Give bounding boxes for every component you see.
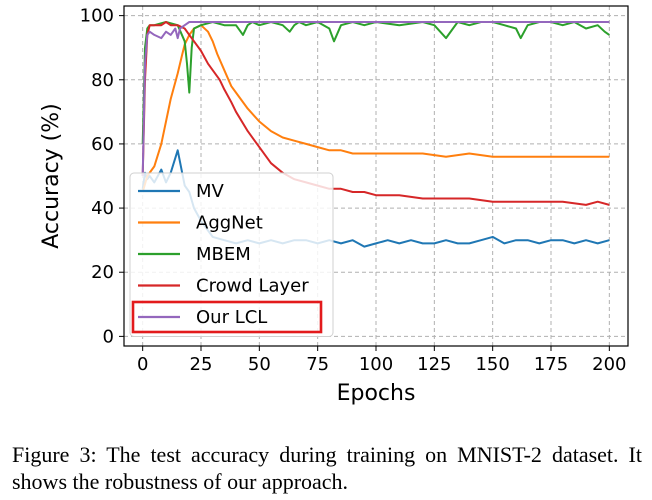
series-line-crowd-layer bbox=[141, 21, 610, 206]
x-tick-label: 175 bbox=[534, 354, 568, 375]
y-ticks: 0 20 40 60 80 100 bbox=[80, 6, 124, 347]
x-tick-label: 25 bbox=[190, 354, 213, 375]
x-tick-label: 100 bbox=[359, 354, 393, 375]
y-axis-title: Accuracy (%) bbox=[39, 103, 64, 249]
series-line-aggnet bbox=[141, 24, 610, 193]
legend-label-mv: MV bbox=[196, 181, 225, 202]
x-tick-label: 75 bbox=[306, 354, 329, 375]
legend-label-crowd-layer: Crowd Layer bbox=[196, 276, 309, 297]
y-tick-label: 80 bbox=[91, 70, 114, 91]
legend-label-mbem: MBEM bbox=[196, 244, 251, 265]
legend-label-our-lcl: Our LCL bbox=[196, 307, 267, 328]
y-tick-label: 100 bbox=[80, 6, 114, 27]
legend-highlight-box bbox=[131, 300, 323, 334]
y-tick-label: 40 bbox=[91, 198, 114, 219]
x-tick-label: 200 bbox=[592, 354, 626, 375]
x-axis-title: Epochs bbox=[337, 381, 416, 406]
y-tick-label: 20 bbox=[91, 262, 114, 283]
accuracy-line-chart: 0 25 50 75 100 125 150 175 200 0 20 40 60 80 100 Epoc… bbox=[39, 5, 629, 406]
legend-label-aggnet: AggNet bbox=[196, 213, 263, 234]
x-tick-label: 0 bbox=[137, 354, 148, 375]
y-tick-label: 0 bbox=[103, 326, 114, 347]
legend: MV AggNet MBEM Crowd Layer Our LCL bbox=[129, 172, 334, 337]
y-tick-label: 60 bbox=[91, 134, 114, 155]
x-tick-label: 50 bbox=[248, 354, 271, 375]
legend-box bbox=[129, 172, 334, 337]
x-tick-label: 125 bbox=[417, 354, 451, 375]
series-line-our-lcl bbox=[141, 21, 610, 177]
x-tick-label: 150 bbox=[475, 354, 509, 375]
figure-caption: Figure 3: The test accuracy during train… bbox=[12, 442, 642, 494]
x-ticks: 0 25 50 75 100 125 150 175 200 bbox=[137, 346, 627, 375]
